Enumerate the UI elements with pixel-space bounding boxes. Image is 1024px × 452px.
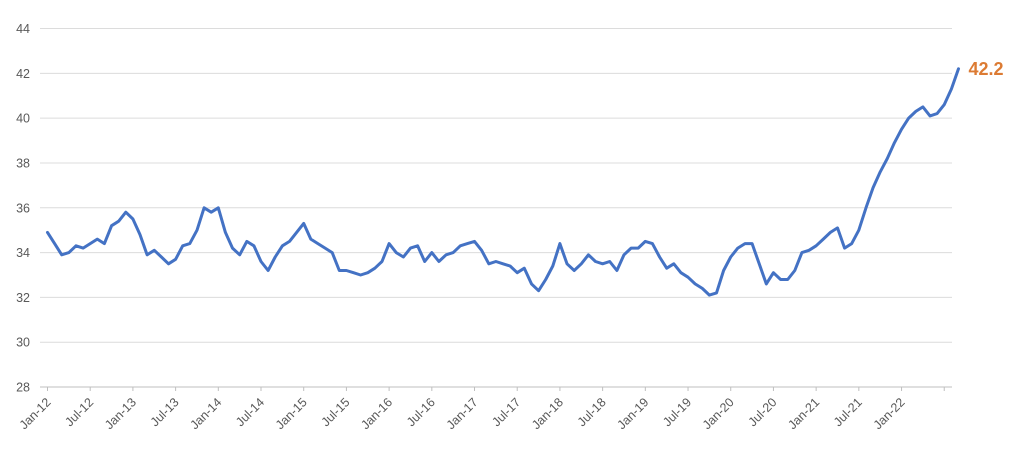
x-axis-label: Jan-21 (785, 395, 822, 432)
y-axis-label: 36 (16, 201, 30, 215)
x-axis-label: Jan-13 (102, 395, 139, 432)
x-axis-label: Jul-17 (489, 395, 523, 429)
y-axis-label: 30 (16, 336, 30, 350)
x-axis-label: Jul-12 (62, 395, 96, 429)
x-axis-label: Jul-15 (319, 395, 353, 429)
x-axis-label: Jul-19 (660, 395, 694, 429)
y-axis-label: 32 (16, 291, 30, 305)
y-axis-label: 42 (16, 67, 30, 81)
x-axis-label: Jan-17 (444, 395, 481, 432)
y-axis-label: 28 (16, 381, 30, 395)
x-axis-label: Jan-15 (273, 395, 310, 432)
y-axis-label: 44 (16, 22, 30, 36)
x-axis-label: Jan-22 (871, 395, 908, 432)
x-axis-label: Jul-18 (575, 395, 609, 429)
y-axis-label: 38 (16, 156, 30, 170)
x-axis-label: Jan-12 (17, 395, 54, 432)
x-axis-label: Jan-14 (187, 395, 224, 432)
x-axis-label: Jan-19 (615, 395, 652, 432)
x-axis-label: Jul-13 (148, 395, 182, 429)
x-axis-label: Jul-16 (404, 395, 438, 429)
data-line-series (46, 67, 960, 297)
x-axis-label: Jan-16 (358, 395, 395, 432)
x-axis-label: Jul-20 (746, 395, 780, 429)
x-axis-label: Jan-18 (529, 395, 566, 432)
x-axis-label: Jul-14 (233, 395, 267, 429)
end-value-label: 42.2 (968, 59, 1003, 79)
y-axis-label: 34 (16, 246, 30, 260)
y-axis-label: 40 (16, 112, 30, 126)
x-axis-label: Jan-20 (700, 395, 737, 432)
x-axis-label: Jul-21 (831, 395, 865, 429)
